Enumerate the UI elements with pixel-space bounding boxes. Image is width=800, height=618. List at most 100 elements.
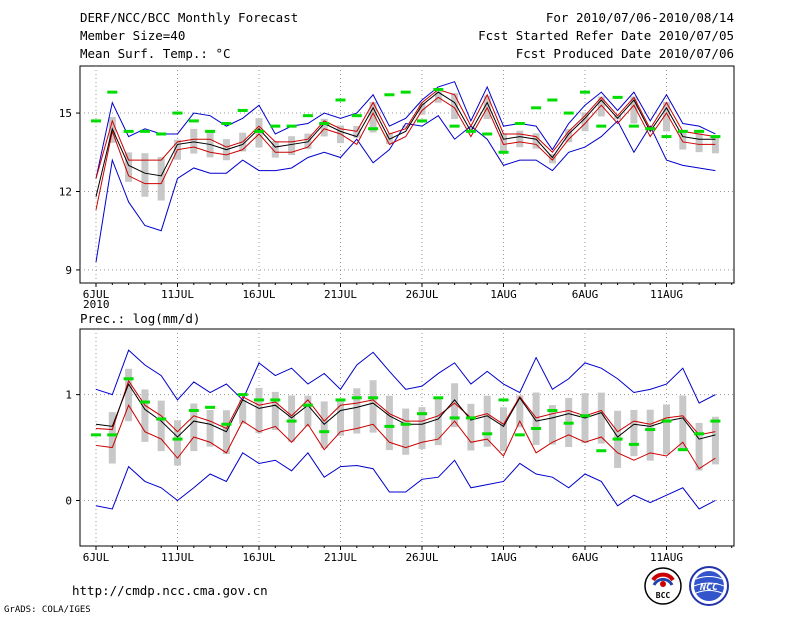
observed-mark [335, 398, 346, 402]
variable-label-prec: Prec.: log(mm/d) [80, 311, 200, 326]
x-tick-label: 21JUL [324, 551, 357, 564]
observed-mark [319, 430, 330, 434]
y-tick-label: 15 [59, 107, 72, 120]
ensemble-range-bar [646, 409, 654, 461]
x-tick-label: 6JUL [83, 551, 110, 564]
x-tick-label: 1AUG [490, 551, 517, 564]
observed-mark [547, 409, 558, 413]
x-tick-label: 26JUL [405, 288, 438, 301]
observed-mark [498, 398, 509, 402]
grads-credit: GrADS: COLA/IGES [4, 605, 91, 615]
x-tick-label: 21JUL [324, 288, 357, 301]
x-tick-label: 11AUG [650, 551, 683, 564]
observed-mark [139, 400, 150, 404]
x-tick-label: 11JUL [161, 551, 194, 564]
ensemble-range-bar [337, 400, 344, 436]
ensemble-range-bar [141, 153, 149, 197]
observed-mark [188, 409, 199, 413]
observed-mark [286, 124, 297, 128]
ensemble-range-bar [548, 153, 556, 164]
observed-mark [628, 124, 639, 128]
temperature-range-bars [108, 89, 719, 201]
bcc-logo-arc2-icon [652, 577, 674, 586]
observed-mark [710, 135, 721, 139]
observed-mark [107, 90, 118, 94]
ensemble-range-bar [402, 408, 410, 455]
observed-mark [628, 442, 639, 446]
observed-mark [270, 124, 281, 128]
observed-mark [172, 111, 183, 115]
observed-mark [661, 135, 672, 139]
precipitation-plot-frame [79, 328, 735, 547]
observed-mark [547, 98, 558, 102]
observed-mark [237, 108, 248, 112]
observed-mark [188, 119, 199, 123]
ensemble-range-bar [630, 409, 638, 457]
observed-mark [270, 398, 281, 402]
observed-mark [645, 127, 656, 131]
x-tick-label: 16JUL [242, 551, 275, 564]
min-line [95, 452, 716, 510]
ensemble-range-bar [418, 407, 426, 450]
ensemble-range-bar [385, 395, 393, 451]
precipitation-observed-marks [91, 377, 721, 453]
ncc-logo-text: NCC [699, 582, 718, 593]
y-tick-label: 0 [65, 494, 72, 507]
ensemble-range-bar [679, 395, 687, 450]
observed-mark [563, 421, 574, 425]
ensemble-range-bar [500, 133, 507, 151]
ensemble-range-bar [239, 399, 247, 424]
ensemble-range-bar [695, 422, 703, 471]
ensemble-range-bar [369, 101, 377, 133]
bcc-logo-arc-icon [651, 572, 675, 582]
observed-mark [433, 88, 444, 92]
observed-mark [139, 129, 150, 133]
ensemble-range-bar [174, 420, 181, 466]
ensemble-range-bar [206, 409, 214, 447]
observed-mark [514, 433, 525, 437]
ensemble-range-bar [695, 133, 703, 153]
observed-mark [107, 433, 118, 437]
observed-mark [449, 416, 460, 420]
x-axis-year: 2010 [83, 298, 110, 311]
observed-mark [221, 122, 232, 126]
observed-mark [91, 119, 101, 123]
fcst-started-date: Fcst Started Refer Date 2010/07/05 [478, 28, 734, 43]
observed-mark [384, 424, 395, 428]
observed-mark [400, 422, 411, 426]
fcst-produced-date: Fcst Produced Date 2010/07/06 [515, 46, 734, 61]
ensemble-range-bar [434, 398, 442, 446]
ensemble-range-bar [500, 407, 507, 452]
min-line [95, 114, 716, 263]
ensemble-range-bar [548, 405, 556, 445]
observed-mark [465, 129, 476, 133]
ensemble-range-bar [516, 130, 524, 148]
observed-mark [384, 93, 395, 97]
observed-mark [417, 119, 427, 123]
forecast-period: For 2010/07/06-2010/08/14 [545, 10, 734, 25]
observed-mark [123, 377, 134, 381]
observed-mark [596, 449, 607, 453]
ensemble-range-bar [679, 130, 687, 150]
observed-mark [580, 90, 590, 94]
observed-mark [221, 422, 232, 426]
bcc-logo: BCC [644, 567, 682, 605]
observed-mark [498, 150, 509, 154]
observed-mark [449, 124, 460, 128]
ensemble-range-bar [353, 388, 361, 434]
ensemble-range-bar [271, 141, 279, 158]
ncc-logo-globe-icon [694, 571, 724, 601]
ensemble-range-bar [125, 368, 133, 422]
observed-mark [156, 132, 167, 136]
precipitation-y-axis: 01 [65, 389, 80, 507]
ncc-logo: NCC [689, 566, 729, 606]
spread-upper-line [95, 88, 716, 179]
ensemble-range-bar [255, 387, 263, 434]
ensemble-range-bar [141, 389, 149, 442]
observed-mark [302, 114, 313, 118]
x-tick-label: 26JUL [405, 551, 438, 564]
observed-mark [661, 419, 672, 423]
max-line [95, 349, 716, 404]
observed-mark [368, 396, 379, 400]
spread-lower-line [95, 404, 716, 470]
